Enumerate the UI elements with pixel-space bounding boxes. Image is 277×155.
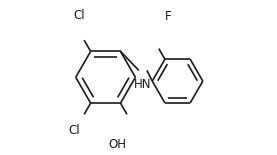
Text: OH: OH bbox=[108, 138, 126, 151]
Text: Cl: Cl bbox=[68, 124, 80, 137]
Text: HN: HN bbox=[134, 78, 152, 91]
Text: F: F bbox=[165, 9, 172, 22]
Text: Cl: Cl bbox=[73, 9, 85, 22]
